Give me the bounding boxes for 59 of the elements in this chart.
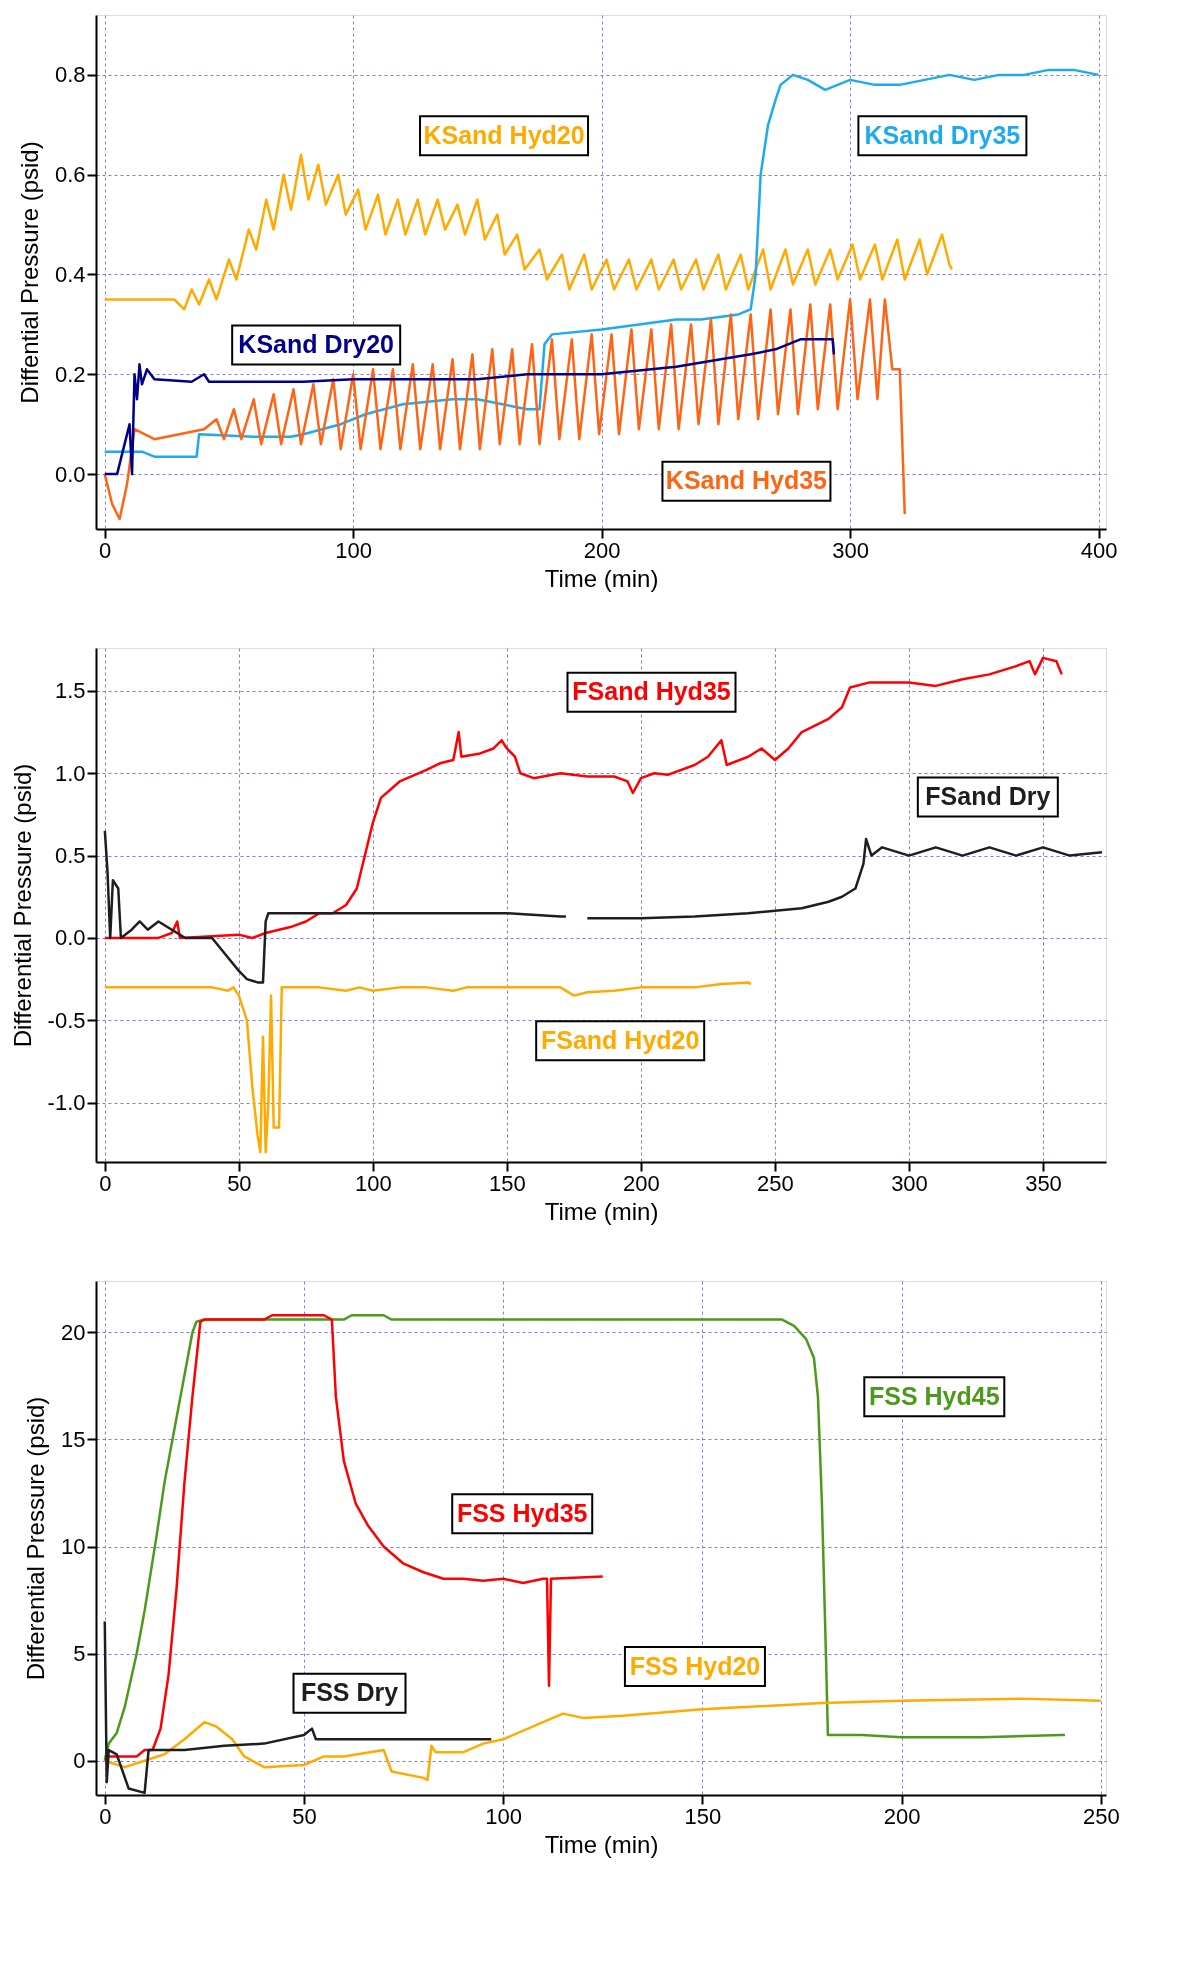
- x-tick-label: 200: [883, 1803, 921, 1829]
- x-axis-title: Time (min): [544, 1830, 659, 1858]
- x-tick-label: 200: [583, 537, 621, 563]
- text: FSS Hyd45: [869, 1381, 1000, 1410]
- y-tick-label: 20: [61, 1319, 86, 1345]
- y-tick-label: 0.6: [54, 162, 86, 188]
- y-axis-title: Differential Pressure (psid): [8, 763, 36, 1048]
- x-tick-label: 50: [227, 1170, 252, 1196]
- line-series: [103, 298, 906, 521]
- y-axis-title: Differential Pressure (psid): [22, 1396, 50, 1681]
- x-tick-label: 50: [292, 1803, 317, 1829]
- series-label: FSand Hyd35: [572, 677, 731, 706]
- x-tick-label: 100: [355, 1170, 392, 1196]
- y-tick-label: 0.0: [54, 461, 86, 487]
- x-tick-label: 200: [623, 1170, 660, 1196]
- y-tick-label: -0.5: [47, 1007, 86, 1033]
- y-tick-label: 0: [73, 1748, 86, 1774]
- line-series: [103, 981, 753, 1154]
- x-tick-label: 250: [1082, 1803, 1120, 1829]
- series-label: FSS Hyd20: [629, 1651, 761, 1680]
- series-label: FSand Hyd20: [541, 1025, 700, 1054]
- y-tick-label: 0.8: [54, 62, 86, 88]
- y-tick-label: 0.0: [54, 925, 86, 951]
- x-tick-label: 0: [99, 1803, 112, 1829]
- series-label: KSand Dry35: [864, 120, 1021, 149]
- line-series: [103, 1314, 1067, 1762]
- y-axis-title: Diffential Pressure (psid): [15, 141, 43, 404]
- y-tick-label: -1.0: [47, 1090, 86, 1116]
- x-tick-label: 300: [832, 537, 869, 563]
- y-tick-label: 5: [73, 1641, 86, 1667]
- x-tick-label: 350: [1025, 1170, 1062, 1196]
- line-series: [103, 153, 954, 311]
- y-tick-label: 1.0: [54, 760, 86, 786]
- x-tick-label: 300: [891, 1170, 928, 1196]
- x-tick-label: 150: [489, 1170, 526, 1196]
- x-tick-label: 0: [99, 1170, 112, 1196]
- x-tick-label: 0: [99, 537, 112, 563]
- line-series: [103, 1620, 493, 1795]
- x-tick-label: 250: [757, 1170, 794, 1196]
- x-axis-title: Time (min): [544, 1197, 659, 1225]
- text: KSand Hyd20: [423, 120, 585, 149]
- y-tick-label: 0.5: [54, 843, 86, 869]
- series-label: KSand Dry20: [238, 329, 394, 358]
- line-series: [103, 68, 1100, 458]
- x-tick-label: 150: [684, 1803, 722, 1829]
- x-tick-label: 100: [485, 1803, 523, 1829]
- x-tick-label: 400: [1080, 537, 1118, 563]
- y-tick-label: 10: [61, 1534, 86, 1560]
- text: FSS Hyd35: [456, 1498, 588, 1527]
- y-tick-label: 0.4: [54, 262, 86, 287]
- series-label: KSand Hyd35: [665, 466, 828, 495]
- series-label: FSS Dry: [300, 1678, 399, 1707]
- y-tick-label: 1.5: [54, 678, 86, 704]
- line-series: [103, 656, 1064, 940]
- x-tick-label: 100: [335, 537, 373, 563]
- x-axis-title: Time (min): [544, 564, 659, 592]
- series-label: FSand Dry: [925, 782, 1051, 811]
- y-tick-label: 0.2: [54, 361, 86, 387]
- y-tick-label: 15: [61, 1426, 86, 1452]
